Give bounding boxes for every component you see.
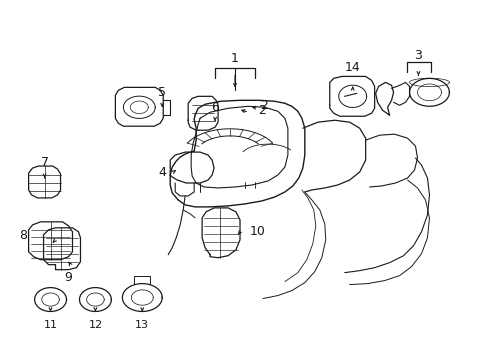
Text: 2: 2	[260, 99, 267, 112]
Text: 11: 11	[43, 320, 58, 330]
Text: 10: 10	[249, 225, 265, 238]
Text: 13: 13	[135, 320, 149, 330]
Text: 6: 6	[211, 101, 219, 114]
Text: 14: 14	[344, 61, 360, 74]
Text: 1: 1	[231, 52, 239, 65]
Text: 4: 4	[158, 166, 166, 179]
Text: 7: 7	[41, 156, 48, 168]
Text: 2: 2	[258, 104, 265, 117]
Text: 8: 8	[19, 229, 26, 242]
Text: 12: 12	[88, 320, 102, 330]
Text: 9: 9	[64, 271, 72, 284]
Text: 3: 3	[414, 49, 422, 62]
Text: 5: 5	[158, 86, 166, 99]
